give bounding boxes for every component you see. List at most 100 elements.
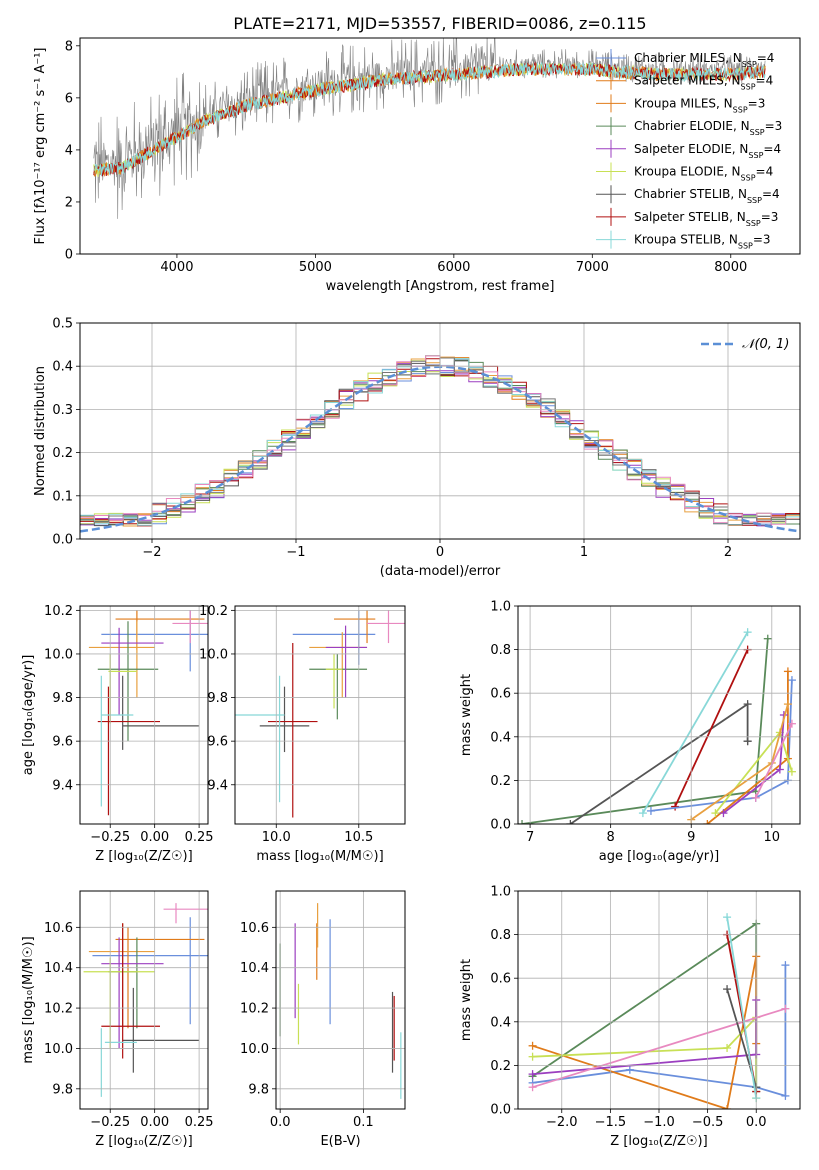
panel-weight-vs-age: 7 8 9 10 0.0 0.2 0.4 0.6 0.8 1.0 age [log₁₀(age/yr… xyxy=(459,600,801,864)
y-axis-label: Flux [fλ10⁻¹⁷ erg cm⁻² s⁻¹ A⁻¹] xyxy=(33,48,48,245)
tick-label-x: 5000 xyxy=(299,260,332,275)
tick-label-y: 6 xyxy=(65,91,73,106)
weight-series-line xyxy=(726,917,758,1099)
legend-entry: Chabrier ELODIE, NSSP=3 xyxy=(634,119,782,137)
tick-label-y: 10.0 xyxy=(44,1042,73,1057)
legend-entry: Salpeter ELODIE, NSSP=4 xyxy=(634,142,781,160)
tick-label-x: 4000 xyxy=(160,260,193,275)
tick-label-y: 9.8 xyxy=(248,1082,269,1097)
tick-label-y: 4 xyxy=(65,143,73,158)
tick-label-y: 0.4 xyxy=(490,1015,511,1030)
x-axis-label: (data-model)/error xyxy=(380,564,501,579)
x-axis-label: Z [log₁₀(Z/Z☉)] xyxy=(610,1134,707,1149)
panel-age-vs-mass: 10.0 10.5 9.4 9.6 9.8 10.0 10.2 mass [log₁₀(M/M… xyxy=(199,604,406,864)
panel-spectrum: 4000 5000 6000 7000 8000 0 2 4 6 8 wavelength [Ang… xyxy=(33,37,801,294)
axes-frame xyxy=(275,890,406,1110)
tick-label-y: 10.6 xyxy=(240,921,269,936)
tick-label-y: 9.4 xyxy=(207,778,228,793)
tick-label-y: 1.0 xyxy=(490,885,511,900)
legend-entry: Kroupa ELODIE, NSSP=4 xyxy=(634,165,773,183)
tick-label-y: 0.4 xyxy=(52,360,73,375)
axes-frame xyxy=(79,322,801,540)
tick-label-y: 0.3 xyxy=(52,403,73,418)
weight-series-line xyxy=(674,649,749,807)
tick-label-y: 9.6 xyxy=(207,735,228,750)
tick-label-x: 0.0 xyxy=(270,1115,291,1130)
tick-label-y: 0 xyxy=(65,248,73,263)
tick-label-x: 7 xyxy=(526,830,534,845)
panel-age-vs-Z: −0.25 0.00 0.25 9.4 9.6 9.8 10.0 10.2 Z [log₁₀(Z… xyxy=(21,604,214,864)
axes-frame xyxy=(79,37,801,255)
tick-label-x: 10 xyxy=(764,830,781,845)
weight-series-line xyxy=(650,680,793,812)
tick-label-y: 0.1 xyxy=(52,489,73,504)
weight-series-line xyxy=(521,638,769,824)
tick-label-x: 8000 xyxy=(714,260,747,275)
tick-label-x: 1 xyxy=(580,545,588,560)
tick-label-x: 10.5 xyxy=(344,830,373,845)
tick-label-y: 0.8 xyxy=(490,928,511,943)
legend-entry: Salpeter STELIB, NSSP=3 xyxy=(634,210,778,228)
tick-label-x: −2.0 xyxy=(546,1115,578,1130)
tick-label-y: 0.4 xyxy=(490,730,511,745)
tick-label-y: 8 xyxy=(65,39,73,54)
weight-series-line xyxy=(642,631,749,814)
axes-frame xyxy=(234,605,406,825)
tick-label-y: 0.5 xyxy=(52,317,73,332)
x-axis-label: age [log₁₀(age/yr)] xyxy=(599,849,720,864)
tick-label-x: −1 xyxy=(286,545,305,560)
tick-label-y: 9.8 xyxy=(52,1082,73,1097)
tick-label-x: −1.0 xyxy=(643,1115,675,1130)
weight-series-line xyxy=(532,921,758,1092)
tick-label-x: 0.1 xyxy=(353,1115,374,1130)
tick-label-y: 10.0 xyxy=(240,1042,269,1057)
tick-label-x: −0.25 xyxy=(90,1115,130,1130)
spectrum-model-line xyxy=(93,61,766,176)
y-axis-label: age [log₁₀(age/yr)] xyxy=(21,655,36,776)
panel-mass-vs-EBV: 0.0 0.1 9.8 10.0 10.2 10.4 10.6 E(B-V) xyxy=(240,890,406,1149)
tick-label-y: 2 xyxy=(65,195,73,210)
legend-entry: Chabrier MILES, NSSP=4 xyxy=(634,51,774,69)
plot-area xyxy=(279,903,402,1099)
x-axis-label: E(B-V) xyxy=(320,1134,360,1149)
axes-frame xyxy=(79,890,209,1110)
panel-mass-vs-Z: −0.25 0.00 0.25 9.8 10.0 10.2 10.4 10.6 Z [log₁₀… xyxy=(21,890,214,1149)
y-axis-label: Normed distribution xyxy=(33,366,48,496)
axes-frame xyxy=(517,890,801,1110)
x-axis-label: mass [log₁₀(M/M☉)] xyxy=(256,849,383,864)
weight-series-line xyxy=(532,1000,758,1075)
tick-label-y: 0.0 xyxy=(490,1103,511,1118)
tick-label-x: −0.25 xyxy=(90,830,130,845)
legend-entry: Kroupa MILES, NSSP=3 xyxy=(634,96,765,114)
tick-label-x: −1.5 xyxy=(595,1115,627,1130)
figure-title: PLATE=2171, MJD=53557, FIBERID=0086, z=0… xyxy=(233,14,646,33)
tick-label-y: 0.2 xyxy=(490,774,511,789)
legend-entry: 𝒩(0, 1) xyxy=(742,337,789,352)
tick-label-y: 0.6 xyxy=(490,687,511,702)
axes-frame xyxy=(79,605,209,825)
panel-residuals: −2 −1 0 1 2 0.0 0.1 0.2 0.3 0.4 0.5 (data-model)/er… xyxy=(33,317,801,579)
tick-label-x: −0.5 xyxy=(692,1115,724,1130)
tick-label-y: 9.4 xyxy=(52,778,73,793)
tick-label-y: 0.0 xyxy=(490,818,511,833)
y-axis-label: mass weight xyxy=(459,674,474,756)
tick-label-y: 10.0 xyxy=(44,647,73,662)
tick-label-x: 10.0 xyxy=(262,830,291,845)
tick-label-x: 0.00 xyxy=(140,830,169,845)
y-axis-label: mass weight xyxy=(459,959,474,1041)
x-axis-label: Z [log₁₀(Z/Z☉)] xyxy=(95,1134,192,1149)
tick-label-y: 10.4 xyxy=(44,961,73,976)
x-axis-label: Z [log₁₀(Z/Z☉)] xyxy=(95,849,192,864)
tick-label-y: 10.2 xyxy=(44,1002,73,1017)
legend-entry: Chabrier STELIB, NSSP=4 xyxy=(634,187,780,205)
legend-entry: Salpeter MILES, NSSP=4 xyxy=(634,74,773,92)
plot-area xyxy=(518,628,796,824)
axes-frame xyxy=(517,605,801,825)
tick-label-y: 0.2 xyxy=(52,446,73,461)
tick-label-y: 10.2 xyxy=(199,604,228,619)
tick-label-y: 0.6 xyxy=(490,972,511,987)
tick-label-y: 9.6 xyxy=(52,735,73,750)
tick-label-x: 6000 xyxy=(437,260,470,275)
plot-area xyxy=(235,610,405,818)
